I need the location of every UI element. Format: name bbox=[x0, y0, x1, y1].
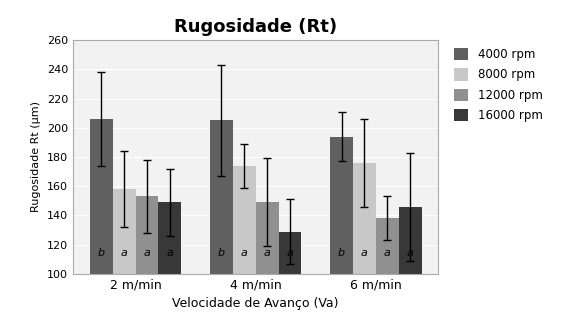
Y-axis label: Rugosidade Rt (µm): Rugosidade Rt (µm) bbox=[31, 102, 42, 212]
Text: a: a bbox=[287, 248, 293, 259]
Bar bbox=[376, 218, 398, 274]
Bar bbox=[353, 163, 376, 274]
Text: a: a bbox=[384, 248, 391, 259]
Text: a: a bbox=[143, 248, 151, 259]
Text: a: a bbox=[121, 248, 128, 259]
Bar bbox=[158, 202, 181, 274]
Bar bbox=[279, 231, 301, 274]
Title: Rugosidade (Rt): Rugosidade (Rt) bbox=[174, 18, 337, 36]
Bar bbox=[398, 207, 422, 274]
Text: b: b bbox=[218, 248, 225, 259]
Bar bbox=[90, 119, 113, 274]
Text: a: a bbox=[264, 248, 270, 259]
Legend: 4000 rpm, 8000 rpm, 12000 rpm, 16000 rpm: 4000 rpm, 8000 rpm, 12000 rpm, 16000 rpm bbox=[452, 46, 545, 124]
Bar bbox=[233, 166, 256, 274]
Text: a: a bbox=[361, 248, 368, 259]
Bar bbox=[210, 121, 233, 274]
Text: b: b bbox=[338, 248, 345, 259]
Text: b: b bbox=[98, 248, 105, 259]
Text: a: a bbox=[166, 248, 173, 259]
X-axis label: Velocidade de Avanço (Va): Velocidade de Avanço (Va) bbox=[173, 297, 339, 310]
Bar bbox=[135, 196, 158, 274]
Bar bbox=[256, 202, 279, 274]
Bar bbox=[113, 189, 135, 274]
Text: a: a bbox=[407, 248, 414, 259]
Text: a: a bbox=[241, 248, 248, 259]
Bar bbox=[330, 137, 353, 274]
